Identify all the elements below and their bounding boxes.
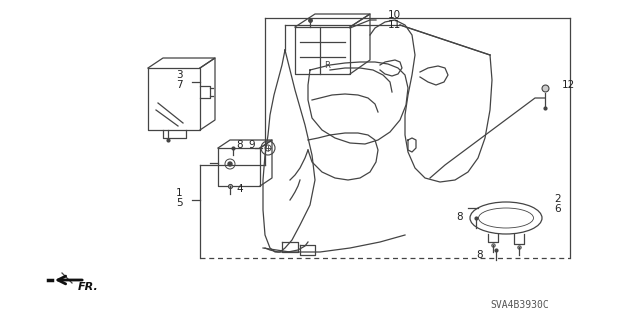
Text: 1: 1 xyxy=(176,188,182,198)
Text: 10: 10 xyxy=(388,10,401,20)
Text: SVA4B3930C: SVA4B3930C xyxy=(490,300,548,310)
Text: R: R xyxy=(324,61,330,70)
Circle shape xyxy=(228,162,232,166)
Text: 8: 8 xyxy=(476,250,483,260)
Text: FR.: FR. xyxy=(78,282,99,292)
Text: 3: 3 xyxy=(176,70,182,80)
Text: 9: 9 xyxy=(248,140,255,150)
Text: 4: 4 xyxy=(236,184,243,194)
Text: 6: 6 xyxy=(554,204,561,214)
Text: 12: 12 xyxy=(562,80,575,90)
Text: 8: 8 xyxy=(236,140,243,150)
Text: 7: 7 xyxy=(176,80,182,90)
Text: 8: 8 xyxy=(456,212,463,222)
Text: 5: 5 xyxy=(176,198,182,208)
Text: 11: 11 xyxy=(388,20,401,30)
Text: 2: 2 xyxy=(554,194,561,204)
